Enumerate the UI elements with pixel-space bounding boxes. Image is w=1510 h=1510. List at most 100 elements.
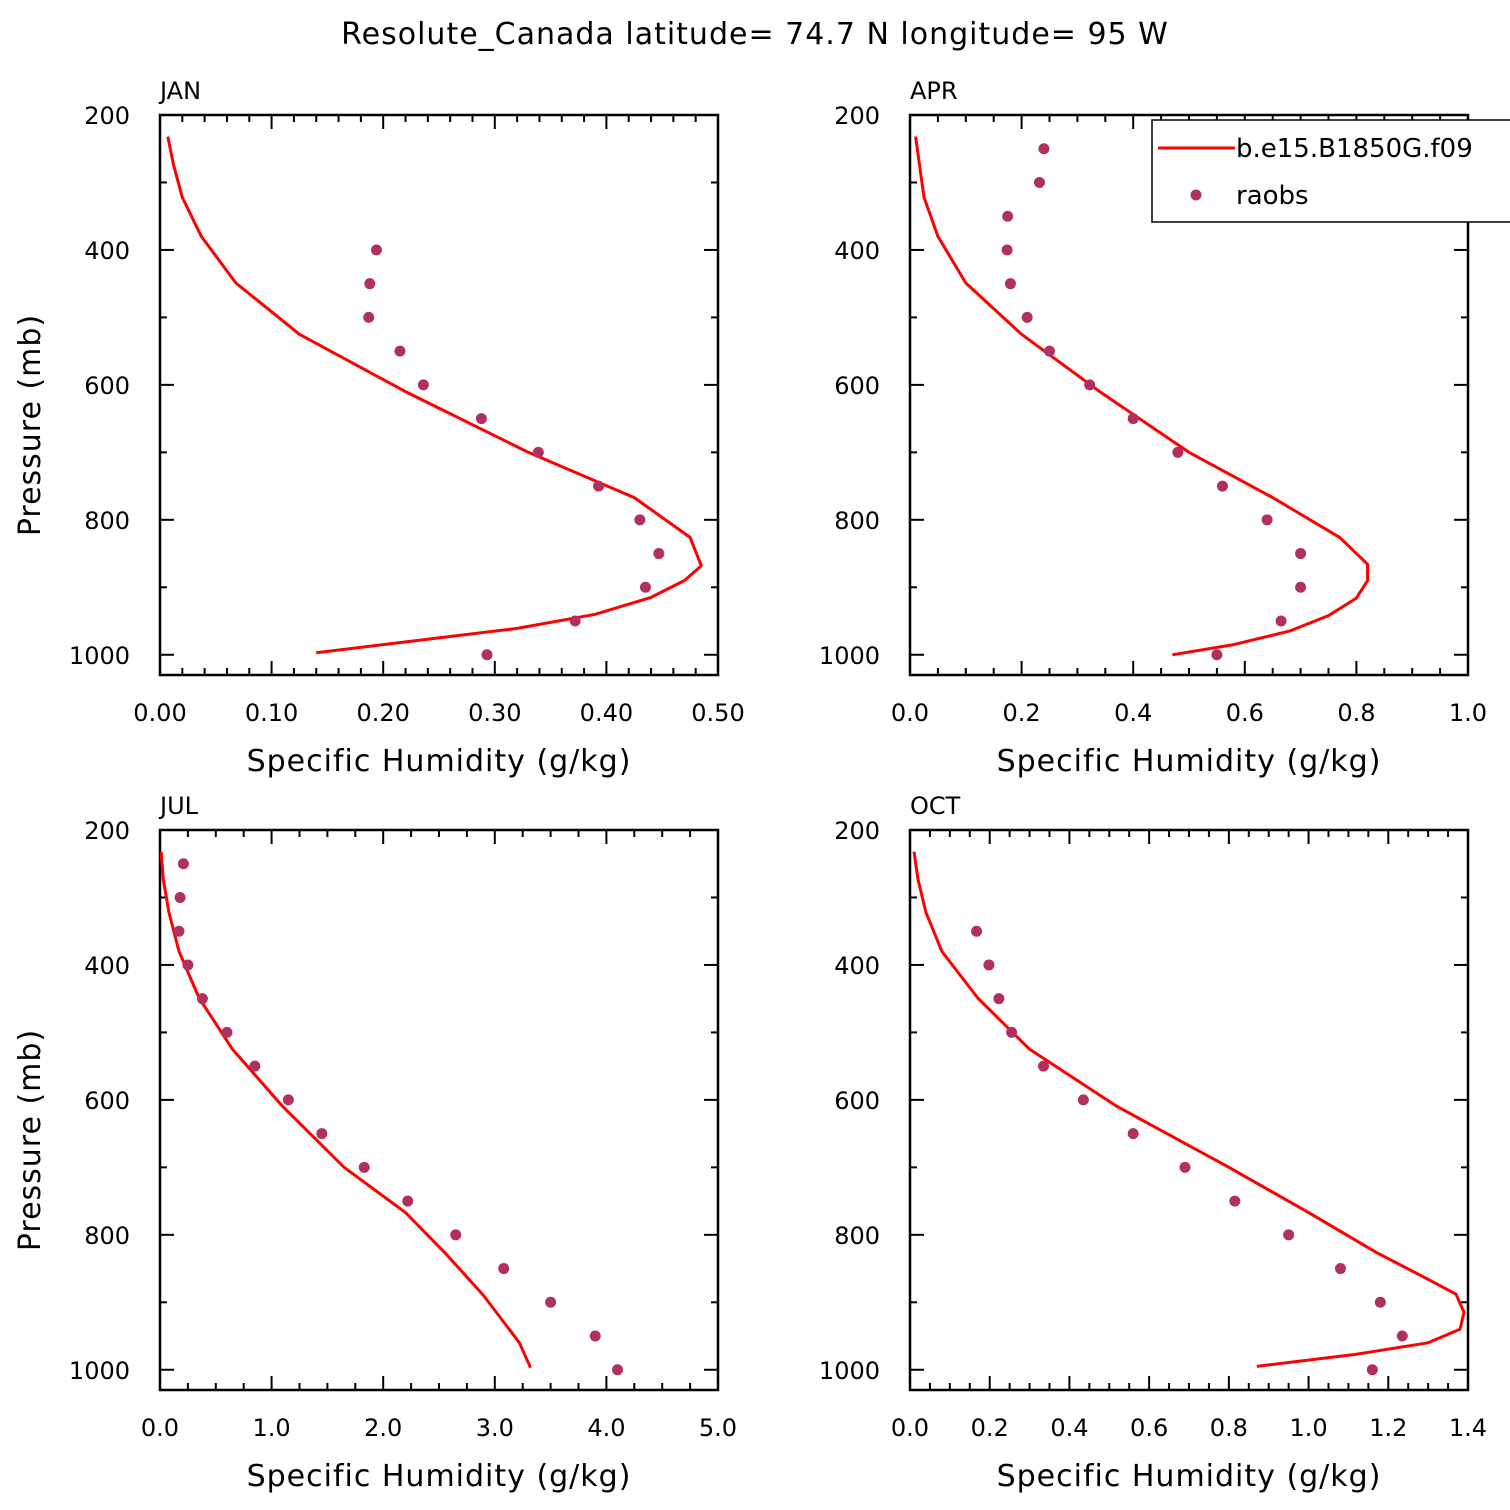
panel-label: JAN [158, 77, 201, 105]
x-axis-label: Specific Humidity (g/kg) [247, 1459, 632, 1494]
raobs-point [532, 446, 544, 458]
legend-box [1151, 119, 1510, 223]
plot-frame [158, 113, 720, 677]
y-tick-label: 200 [84, 102, 130, 130]
raobs-point [1261, 514, 1273, 526]
raobs-point [1038, 143, 1050, 155]
raobs-point [1002, 210, 1014, 222]
panel-label: OCT [910, 792, 961, 820]
raobs-point [174, 891, 186, 903]
raobs-point [639, 581, 651, 593]
raobs-point [182, 959, 194, 971]
raobs-point [1044, 345, 1055, 357]
x-tick-label: 3.0 [476, 1414, 514, 1442]
raobs-point [1033, 176, 1045, 188]
panel-jan: 0.00 0.10 0.20 0.30 0.40 0.50 200 400 600 800 1000… [13, 77, 745, 779]
raobs-point [971, 925, 983, 937]
raobs-point [1295, 581, 1307, 593]
raobs-point [282, 1094, 294, 1106]
legend: b.e15.B1850G.f09 raobs [1151, 119, 1510, 223]
raobs-point [1001, 244, 1013, 256]
raobs-point [402, 1195, 414, 1207]
raobs-point [498, 1263, 510, 1275]
y-tick-label: 1000 [819, 1357, 880, 1385]
plot-frame [158, 828, 720, 1392]
raobs-point [1006, 1026, 1018, 1038]
x-tick-label: 0.30 [468, 699, 521, 727]
raobs-point [1038, 1060, 1050, 1072]
y-tick-label: 400 [84, 237, 130, 265]
y-tick-label: 800 [84, 1222, 130, 1250]
raobs-point [371, 244, 383, 256]
raobs-point [1366, 1364, 1378, 1376]
raobs-point [1179, 1161, 1191, 1173]
raobs-point [634, 514, 646, 526]
raobs-point [1077, 1094, 1089, 1106]
raobs-point [1127, 1128, 1139, 1140]
raobs-point [1283, 1229, 1295, 1241]
panel-label: APR [910, 77, 958, 105]
y-tick-label: 400 [834, 952, 880, 980]
raobs-point [475, 413, 487, 425]
y-axis-label: Pressure (mb) [13, 1029, 48, 1251]
panel-label: JUL [158, 792, 199, 820]
y-tick-label: 200 [84, 817, 130, 845]
x-tick-label: 0.0 [891, 1414, 929, 1442]
figure-title: Resolute_Canada latitude= 74.7 N longitu… [341, 17, 1169, 52]
raobs-point [993, 993, 1005, 1005]
x-tick-label: 0.6 [1226, 699, 1264, 727]
x-tick-label: 0.10 [245, 699, 298, 727]
x-tick-label: 1.0 [1289, 1414, 1327, 1442]
panel-oct: 0.0 0.2 0.4 0.6 0.8 1.0 1.2 1.4 200 400 600 800 1000… [819, 792, 1487, 1494]
raobs-point [1229, 1195, 1241, 1207]
y-axis-label: Pressure (mb) [13, 314, 48, 536]
raobs-point [481, 649, 493, 661]
panels: 0.00 0.10 0.20 0.30 0.40 0.50 200 400 600 800 1000… [13, 77, 1510, 1494]
x-tick-label: 5.0 [699, 1414, 737, 1442]
raobs-point [569, 615, 581, 627]
legend-raobs-label: raobs [1236, 181, 1309, 211]
raobs-point [593, 480, 605, 492]
raobs-point [1374, 1296, 1386, 1308]
raobs-point [1216, 480, 1228, 492]
y-tick-label: 800 [834, 507, 880, 535]
x-tick-label: 4.0 [587, 1414, 625, 1442]
x-tick-label: 0.8 [1210, 1414, 1248, 1442]
raobs-point [363, 311, 375, 323]
x-tick-label: 0.4 [1050, 1414, 1088, 1442]
x-tick-label: 0.4 [1114, 699, 1152, 727]
x-tick-label: 1.4 [1449, 1414, 1487, 1442]
raobs-point [545, 1296, 557, 1308]
raobs-point [177, 858, 189, 870]
raobs-point [249, 1060, 261, 1072]
x-tick-label: 0.00 [133, 699, 186, 727]
raobs-point [394, 345, 406, 357]
y-tick-label: 1000 [69, 642, 130, 670]
raobs-point [316, 1128, 328, 1140]
raobs-point [1295, 548, 1307, 560]
x-tick-label: 1.0 [253, 1414, 291, 1442]
model-line [166, 136, 703, 655]
y-tick-label: 800 [834, 1222, 880, 1250]
x-tick-label: 0.6 [1130, 1414, 1168, 1442]
raobs-point [1004, 278, 1016, 290]
y-tick-label: 600 [834, 372, 880, 400]
raobs-point [1334, 1263, 1346, 1275]
y-tick-label: 800 [84, 507, 130, 535]
raobs-point [1275, 615, 1287, 627]
y-tick-label: 200 [834, 102, 880, 130]
raobs-point [364, 278, 376, 290]
y-tick-label: 1000 [819, 642, 880, 670]
x-tick-label: 0.2 [1003, 699, 1041, 727]
x-tick-label: 2.0 [364, 1414, 402, 1442]
x-axis-label: Specific Humidity (g/kg) [997, 744, 1382, 779]
x-tick-label: 0.0 [891, 699, 929, 727]
raobs-point [612, 1364, 624, 1376]
raobs-point [1396, 1330, 1408, 1342]
y-tick-label: 600 [834, 1087, 880, 1115]
x-tick-label: 1.2 [1369, 1414, 1407, 1442]
raobs-point [196, 993, 208, 1005]
raobs-point [1172, 446, 1184, 458]
x-tick-label: 1.0 [1449, 699, 1487, 727]
y-tick-label: 600 [84, 372, 130, 400]
